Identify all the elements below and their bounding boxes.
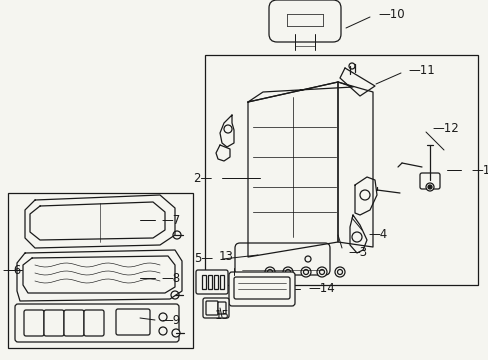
Text: —12: —12 [431,122,458,135]
Circle shape [267,270,272,274]
Bar [220,275,224,289]
Text: 15: 15 [214,309,229,322]
Text: —1: —1 [470,163,488,176]
Circle shape [171,291,179,299]
Text: —11: —11 [407,63,434,77]
FancyBboxPatch shape [203,298,228,318]
Circle shape [159,313,167,321]
FancyBboxPatch shape [15,304,179,342]
Text: —4: —4 [367,228,386,240]
FancyBboxPatch shape [116,309,150,335]
Circle shape [159,327,167,335]
Text: —3: —3 [347,246,366,258]
Text: 2—: 2— [192,171,212,184]
Text: 5—: 5— [193,252,213,266]
FancyBboxPatch shape [268,0,340,42]
FancyBboxPatch shape [234,277,289,299]
Bar [204,55,477,285]
Text: —14: —14 [307,283,334,296]
FancyBboxPatch shape [205,301,218,315]
Circle shape [173,231,181,239]
Circle shape [425,183,433,191]
Circle shape [285,270,290,274]
FancyBboxPatch shape [228,272,294,306]
Text: —7: —7 [161,213,180,226]
Circle shape [319,270,324,274]
FancyBboxPatch shape [196,270,227,294]
Circle shape [301,267,310,277]
Circle shape [172,329,180,337]
Text: —6: —6 [2,264,21,276]
FancyBboxPatch shape [218,302,225,314]
Bar [207,275,212,289]
Text: —9: —9 [161,314,180,327]
FancyBboxPatch shape [24,310,44,336]
Bar [202,275,205,289]
Circle shape [427,185,431,189]
Circle shape [305,256,310,262]
Circle shape [316,267,326,277]
Circle shape [224,125,231,133]
Circle shape [303,270,308,274]
FancyBboxPatch shape [44,310,64,336]
Text: —10: —10 [377,8,404,21]
Text: 13: 13 [218,250,233,263]
Circle shape [337,270,342,274]
FancyBboxPatch shape [235,243,329,275]
Circle shape [334,267,345,277]
Circle shape [359,190,369,200]
Text: —8: —8 [161,271,180,284]
Circle shape [264,267,274,277]
Bar [214,275,218,289]
FancyBboxPatch shape [419,173,439,189]
FancyBboxPatch shape [64,310,84,336]
Bar [8,193,193,348]
FancyBboxPatch shape [84,310,104,336]
Circle shape [283,267,292,277]
Circle shape [348,63,354,69]
Circle shape [351,232,361,242]
